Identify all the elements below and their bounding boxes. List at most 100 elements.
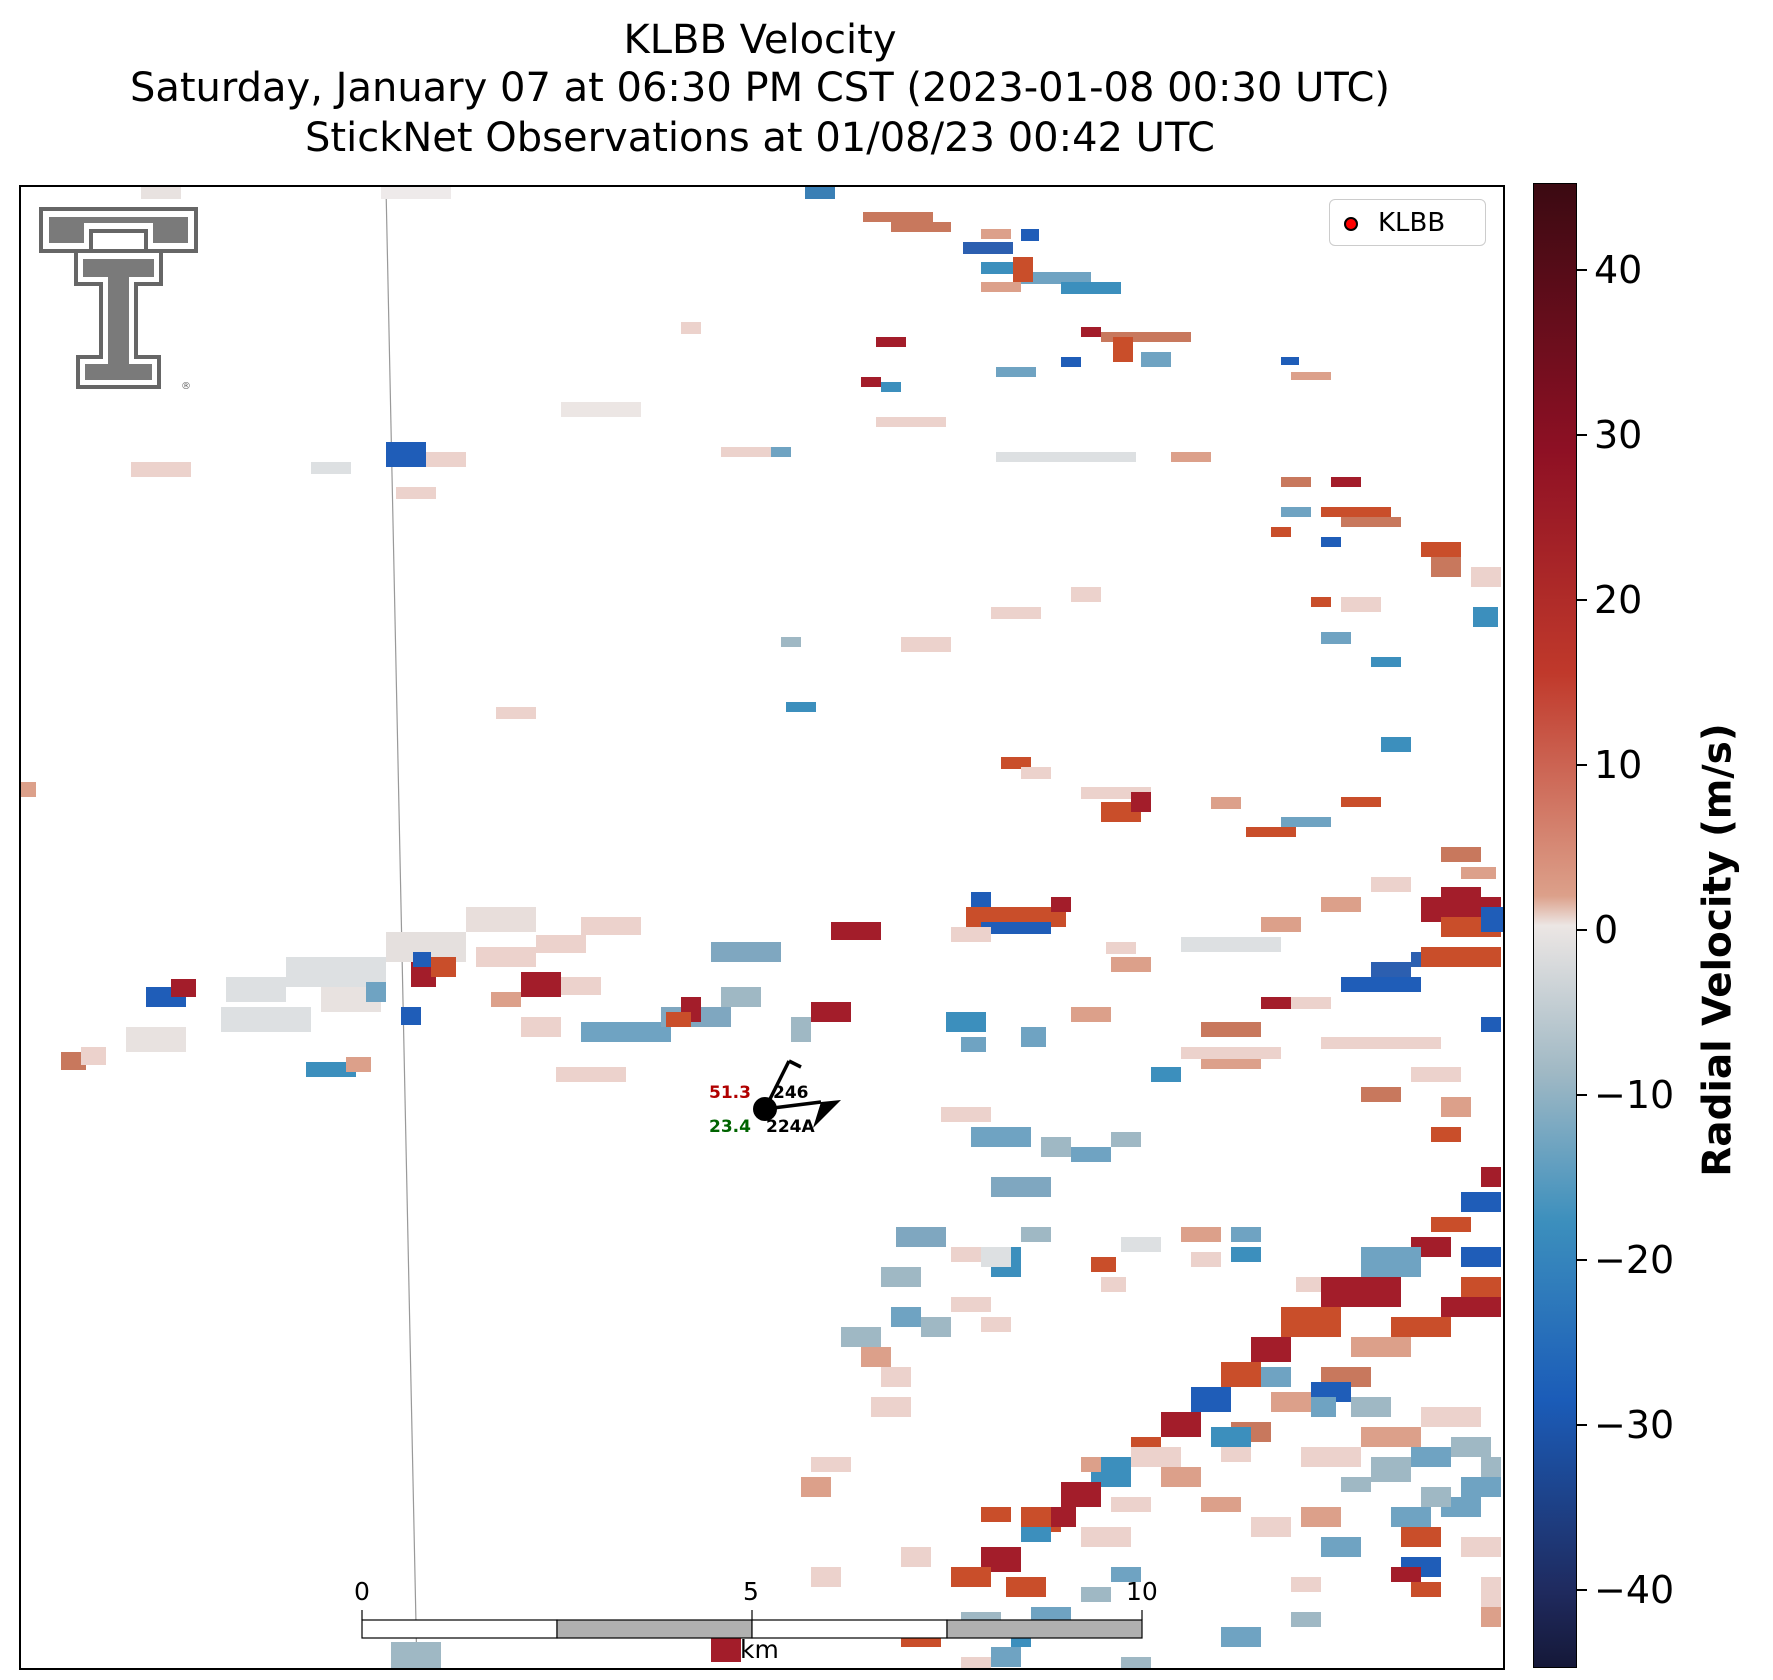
velocity-gate <box>1061 1482 1101 1507</box>
velocity-gate <box>1391 1507 1431 1527</box>
velocity-gate <box>805 187 835 199</box>
velocity-gate <box>1111 1567 1141 1582</box>
velocity-gate <box>1481 1607 1501 1627</box>
velocity-gate <box>1051 897 1071 912</box>
colorbar <box>1533 183 1577 1668</box>
velocity-gate <box>901 1547 931 1567</box>
colorbar-title: Radial Velocity (m/s) <box>1695 723 1741 1177</box>
velocity-gate <box>1281 477 1311 487</box>
velocity-gate <box>1161 1467 1201 1487</box>
velocity-gate <box>1081 327 1101 337</box>
velocity-gate <box>863 212 933 222</box>
velocity-gate <box>1481 1577 1501 1607</box>
velocity-gate <box>581 917 641 935</box>
velocity-gate <box>1296 1277 1326 1292</box>
velocity-gate <box>961 1657 991 1668</box>
velocity-gate <box>81 1047 106 1065</box>
velocity-gate <box>306 1062 356 1077</box>
velocity-gate <box>221 1007 311 1032</box>
velocity-gate <box>981 1507 1011 1522</box>
title-line-2: Saturday, January 07 at 06:30 PM CST (20… <box>129 65 1391 111</box>
velocity-gate <box>991 1177 1051 1197</box>
velocity-gate <box>971 1127 1031 1147</box>
velocity-gate <box>1461 1247 1501 1267</box>
velocity-gate <box>1061 282 1121 294</box>
velocity-gate <box>1331 477 1361 487</box>
velocity-gate <box>1111 957 1151 972</box>
velocity-gate <box>1231 1247 1261 1262</box>
velocity-gate <box>1351 1397 1391 1417</box>
velocity-gate <box>681 322 701 334</box>
velocity-gate <box>1461 1537 1501 1557</box>
velocity-gate <box>881 382 901 392</box>
velocity-gate <box>1021 1227 1051 1242</box>
velocity-gate <box>1113 337 1133 362</box>
velocity-gate <box>1261 917 1301 932</box>
velocity-gate <box>1281 817 1331 827</box>
velocity-gate <box>1013 257 1033 282</box>
velocity-gate <box>971 892 991 907</box>
velocity-gate <box>21 782 36 797</box>
velocity-gate <box>401 1007 421 1025</box>
velocity-gate <box>1391 1567 1421 1582</box>
station-id: 224A <box>766 1117 815 1137</box>
velocity-gate <box>1441 1097 1471 1117</box>
velocity-gate <box>1371 962 1411 977</box>
colorbar-tick-label: −10 <box>1594 1073 1675 1117</box>
velocity-gate <box>561 402 641 417</box>
velocity-gate <box>1451 1437 1491 1457</box>
velocity-gate <box>496 707 536 719</box>
scale-tick-5: 5 <box>743 1577 759 1606</box>
velocity-gate <box>876 337 906 347</box>
velocity-gate <box>561 977 601 995</box>
velocity-gate <box>1341 797 1381 807</box>
velocity-gate <box>413 952 431 967</box>
velocity-gate <box>1071 587 1101 602</box>
velocity-gate <box>1461 1477 1501 1497</box>
velocity-gate <box>1271 1392 1321 1412</box>
velocity-gate <box>1361 1087 1401 1102</box>
velocity-gate <box>346 1057 371 1072</box>
velocity-gate <box>61 1052 86 1070</box>
velocity-gate <box>1021 229 1039 241</box>
velocity-gate <box>881 1367 911 1387</box>
velocity-gate <box>786 702 816 712</box>
radar-map[interactable]: 51.3 23.4 246 224A ® <box>19 185 1505 1670</box>
velocity-gate <box>1301 1507 1341 1527</box>
velocity-gate <box>1471 567 1501 587</box>
velocity-gate <box>476 947 536 967</box>
velocity-gate <box>521 1017 561 1037</box>
velocity-gate <box>1321 507 1391 517</box>
velocity-gate <box>311 462 351 474</box>
velocity-gate <box>171 979 196 997</box>
velocity-gate <box>946 1012 986 1032</box>
velocity-gate <box>1201 1497 1241 1512</box>
velocity-gate <box>1041 1137 1071 1157</box>
velocity-gate <box>1081 1587 1111 1602</box>
velocity-gate <box>556 1067 626 1082</box>
velocity-gate <box>1421 542 1461 557</box>
velocity-gate <box>781 637 801 647</box>
station-temperature: 51.3 <box>709 1083 751 1103</box>
velocity-gate <box>366 982 386 1002</box>
velocity-gate <box>811 1457 851 1472</box>
velocity-gate <box>1221 1362 1261 1387</box>
velocity-gate <box>991 607 1041 619</box>
scale-unit: km <box>740 1635 779 1664</box>
velocity-gate <box>1281 357 1299 365</box>
velocity-gate <box>1251 1337 1291 1362</box>
velocity-gate <box>991 1647 1021 1667</box>
title-line-1: KLBB Velocity <box>623 17 897 63</box>
velocity-gate <box>1051 1507 1076 1527</box>
title-line-3: StickNet Observations at 01/08/23 00:42 … <box>305 115 1215 161</box>
velocity-gate <box>1321 632 1351 644</box>
colorbar-tick-label: −40 <box>1594 1568 1675 1612</box>
velocity-gate <box>1221 1447 1251 1462</box>
velocity-gate <box>951 927 991 942</box>
velocity-gate <box>861 1347 891 1367</box>
colorbar-tick-label: 20 <box>1594 578 1643 622</box>
velocity-gate <box>1121 1237 1161 1252</box>
velocity-gate <box>891 222 951 232</box>
velocity-gate <box>1311 1397 1336 1417</box>
velocity-gate <box>391 1642 441 1668</box>
